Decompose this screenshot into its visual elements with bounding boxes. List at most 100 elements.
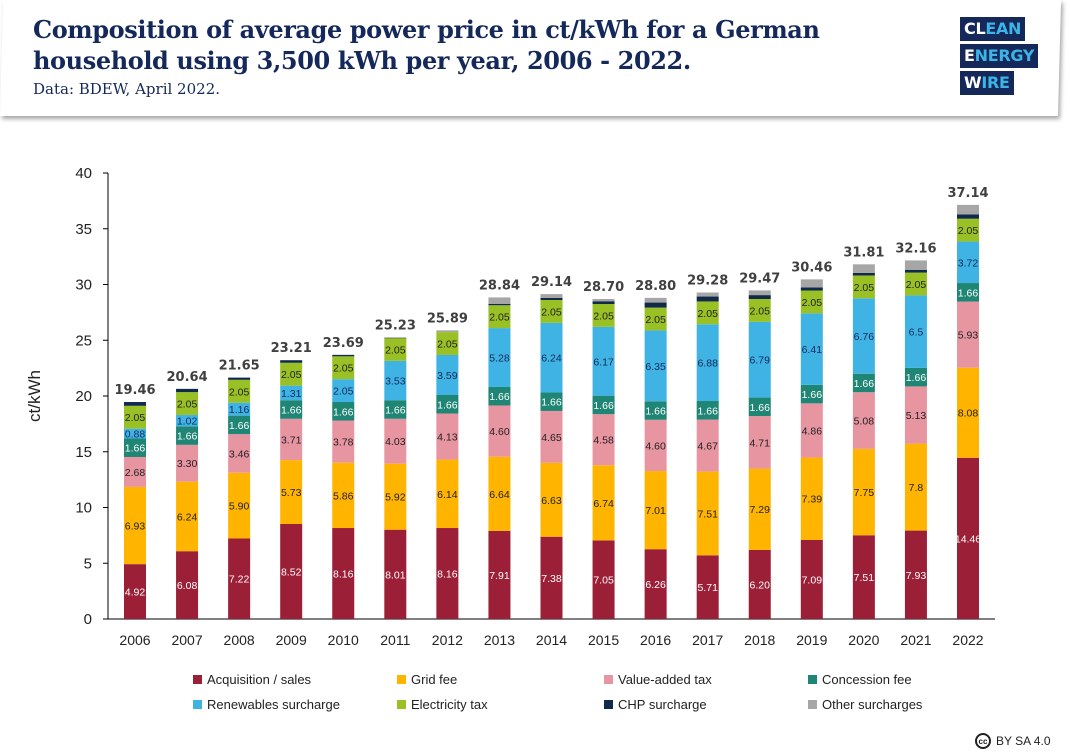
bar-segment (644, 549, 667, 619)
bar-segment (800, 539, 823, 619)
segment-label: 7.75 (854, 487, 875, 499)
bar-segment (644, 307, 667, 331)
segment-label: 2.05 (229, 386, 250, 398)
bar-segment (488, 530, 511, 619)
legend-item: Renewables surcharge (193, 697, 340, 712)
segment-label: 2.05 (854, 282, 875, 294)
bar-segment (280, 460, 303, 525)
segment-label: 7.09 (802, 574, 823, 586)
bar-segment (280, 524, 303, 619)
bar-segment (228, 415, 251, 435)
segment-label: 6.79 (750, 355, 771, 367)
total-label: 32.16 (895, 241, 936, 256)
y-tick-label: 0 (84, 611, 92, 628)
bar-segment (592, 304, 615, 327)
segment-label: 1.66 (437, 399, 458, 411)
bar-segment (748, 468, 771, 550)
segment-label: 2.05 (333, 386, 354, 398)
legend-swatch (808, 700, 817, 709)
bar-segment (384, 400, 407, 419)
segment-label: 1.16 (229, 404, 250, 416)
bar-segment (540, 392, 563, 411)
bar-segment (852, 448, 875, 536)
legend-swatch (397, 675, 406, 684)
bar-segment (592, 540, 615, 619)
chart-source: Data: BDEW, April 2022. (33, 80, 221, 98)
segment-label: 7.01 (645, 505, 666, 517)
bar-segment (124, 456, 146, 487)
bar-segment (800, 287, 823, 291)
segment-label: 4.60 (489, 426, 510, 438)
logo-row-clean: CLEAN (960, 17, 1026, 41)
bar-segment (800, 279, 823, 288)
segment-label: 6.24 (541, 353, 562, 365)
segment-label: 1.66 (645, 405, 666, 417)
y-tick-label: 30 (75, 277, 92, 294)
bar-segment (748, 298, 771, 322)
segment-label: 7.29 (750, 504, 771, 516)
bar-segment (332, 356, 355, 380)
x-tick-label: 2020 (848, 632, 879, 648)
segment-label: 7.91 (489, 570, 510, 582)
bar-segment (280, 418, 303, 461)
segment-label: 1.66 (177, 431, 198, 443)
segment-label: 1.66 (697, 405, 718, 417)
total-label: 30.46 (791, 260, 832, 275)
bar-segment (644, 401, 667, 420)
bar-segment (332, 420, 355, 463)
bar-segment (644, 471, 667, 550)
segment-label: 5.13 (906, 410, 927, 422)
bar-segment (748, 295, 771, 299)
bar-segment (800, 384, 823, 404)
total-label: 29.14 (531, 275, 572, 290)
segment-label: 1.66 (750, 402, 771, 414)
total-label: 28.70 (583, 280, 624, 295)
bar-segment (540, 299, 563, 323)
bar-segment (436, 394, 459, 414)
segment-label: 1.31 (281, 388, 302, 400)
legend-swatch (193, 700, 202, 709)
segment-label: 0.88 (125, 429, 146, 441)
segment-label: 1.66 (541, 397, 562, 409)
bar-segment (280, 362, 303, 386)
x-tick-label: 2013 (484, 632, 515, 648)
bar-segment (748, 416, 771, 469)
bar-segment (436, 332, 459, 355)
segment-label: 8.16 (437, 569, 458, 581)
bar-segment (436, 330, 459, 333)
legend-label: CHP surcharge (618, 697, 707, 712)
cc-icon: cc (975, 733, 991, 749)
bar-segment (436, 528, 459, 619)
bar-segment (540, 322, 563, 393)
bar-segment (488, 386, 511, 406)
bar-segment (696, 292, 719, 297)
segment-label: 6.64 (489, 489, 510, 501)
total-label: 25.23 (375, 319, 416, 334)
bar-segment (176, 551, 199, 619)
bar-segment (696, 401, 719, 420)
x-tick-label: 2022 (952, 632, 983, 648)
legend-label: Electricity tax (411, 697, 488, 712)
segment-label: 6.26 (645, 579, 666, 591)
segment-label: 7.38 (541, 573, 562, 585)
segment-label: 3.71 (281, 434, 302, 446)
total-label: 23.21 (271, 341, 312, 356)
bar-segment (957, 241, 979, 284)
segment-label: 2.05 (437, 339, 458, 351)
segment-label: 1.66 (125, 443, 146, 455)
legend-label: Value-added tax (618, 672, 712, 687)
bar-segment (332, 462, 355, 529)
legend-swatch (397, 700, 406, 709)
legend-label: Acquisition / sales (207, 672, 312, 687)
x-tick-label: 2007 (171, 632, 202, 648)
bar-segment (800, 313, 823, 385)
total-label: 29.47 (739, 271, 780, 286)
legend-label: Grid fee (411, 672, 458, 687)
bar-segment (488, 405, 511, 457)
bar-segment (696, 324, 719, 402)
total-label: 20.64 (167, 370, 208, 385)
bar-segment (852, 275, 875, 299)
bar-segment (904, 367, 927, 387)
legend-label: Concession fee (822, 672, 912, 687)
bar-segment (124, 428, 146, 439)
